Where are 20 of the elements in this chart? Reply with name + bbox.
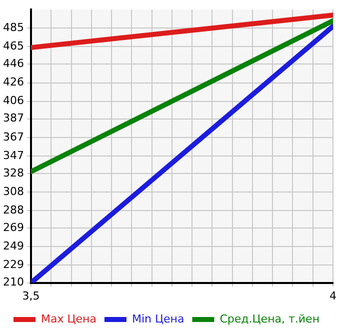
x-tick-label: 4 bbox=[330, 289, 336, 302]
y-tick-label: 328 bbox=[2, 166, 24, 180]
y-tick-label: 269 bbox=[2, 221, 24, 234]
legend-label: Сред.Цена, т.йен bbox=[220, 312, 320, 326]
legend-label: Min Цена bbox=[132, 312, 184, 326]
y-tick-label: 406 bbox=[2, 94, 24, 108]
y-tick-label: 308 bbox=[2, 184, 24, 198]
y-tick-label: 485 bbox=[2, 20, 24, 34]
y-tick-label: 426 bbox=[2, 76, 24, 89]
x-tick-label: 3,5 bbox=[22, 289, 40, 302]
legend-label: Max Цена bbox=[40, 312, 96, 326]
y-tick-label: 446 bbox=[2, 57, 24, 70]
y-tick-label: 288 bbox=[2, 203, 24, 216]
y-tick-label: 229 bbox=[2, 258, 24, 272]
y-tick-label: 387 bbox=[2, 112, 24, 125]
y-tick-label: 367 bbox=[2, 130, 24, 144]
y-tick-label: 347 bbox=[2, 148, 24, 162]
y-tick-label: 210 bbox=[2, 276, 24, 289]
y-tick-label: 465 bbox=[2, 40, 24, 53]
y-tick-label: 249 bbox=[2, 240, 24, 253]
